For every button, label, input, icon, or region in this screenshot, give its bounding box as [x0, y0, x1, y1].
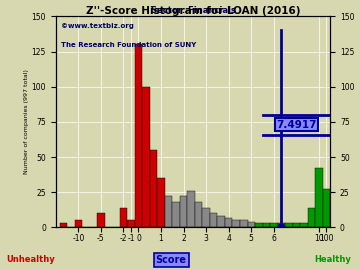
Text: ©www.textbiz.org: ©www.textbiz.org: [61, 23, 134, 29]
Title: Z''-Score Histogram for LOAN (2016): Z''-Score Histogram for LOAN (2016): [86, 6, 300, 16]
Bar: [195, 202, 202, 227]
Bar: [157, 178, 165, 227]
Bar: [120, 208, 127, 227]
Text: 7.4917: 7.4917: [276, 120, 317, 130]
Bar: [172, 202, 180, 227]
Bar: [202, 208, 210, 227]
Text: Unhealthy: Unhealthy: [6, 255, 55, 264]
Text: Healthy: Healthy: [314, 255, 351, 264]
Bar: [308, 208, 315, 227]
Bar: [225, 218, 233, 227]
Bar: [142, 87, 150, 227]
Bar: [270, 223, 278, 227]
Bar: [285, 223, 293, 227]
Bar: [180, 197, 187, 227]
Bar: [278, 223, 285, 227]
Bar: [323, 190, 330, 227]
Text: Sector: Financials: Sector: Financials: [150, 6, 235, 15]
Bar: [240, 220, 248, 227]
Bar: [165, 197, 172, 227]
Bar: [300, 223, 308, 227]
Bar: [127, 220, 135, 227]
Text: The Research Foundation of SUNY: The Research Foundation of SUNY: [61, 42, 197, 48]
Bar: [210, 213, 217, 227]
Bar: [59, 223, 67, 227]
Bar: [135, 45, 142, 227]
Y-axis label: Number of companies (997 total): Number of companies (997 total): [24, 69, 29, 174]
Bar: [293, 223, 300, 227]
Bar: [315, 168, 323, 227]
Bar: [233, 220, 240, 227]
Bar: [217, 216, 225, 227]
Bar: [187, 191, 195, 227]
Bar: [97, 213, 105, 227]
Bar: [248, 222, 255, 227]
Text: Score: Score: [156, 255, 186, 265]
Bar: [75, 220, 82, 227]
Bar: [255, 223, 262, 227]
Bar: [150, 150, 157, 227]
Bar: [262, 223, 270, 227]
